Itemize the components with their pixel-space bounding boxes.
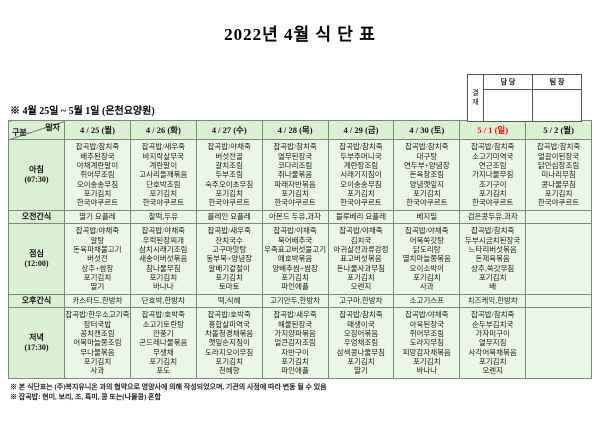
menu-cell: 잡곡밥/야채죽 알탕 돈육파채불고기 버섯전 상추+쌈장 포기김치 딸기 <box>64 223 131 295</box>
approval-signature-cell <box>532 89 582 122</box>
menu-cell: 블루베리 요플레 <box>327 210 395 224</box>
menu-cell: 잡곡밥/새우죽 해물된장국 가지양파볶음 얼큰감자조림 자반구이 포기김치 파인애플 <box>261 307 329 379</box>
corner-cell: 일자 구분 <box>8 120 65 140</box>
menu-cell: 잡곡밥/참치죽 열무된장국 코다리조림 취나물볶음 파래자반볶음 포기김치 한국야쿠르트 <box>261 139 329 211</box>
page-title: 2022년 4월 식 단 표 <box>224 25 376 44</box>
menu-row: 저녁 (17:30) 잡곡밥/한우소고기죽 장터국밥 꽁치캔조림 어묵마늘쫑조림 무나물볶음… <box>8 307 592 379</box>
date-header: 4 / 25 (월) <box>64 120 131 140</box>
menu-cell: 카스타드,한방차 <box>64 294 131 308</box>
date-header: 4 / 29 (금) <box>327 120 395 140</box>
approval-label: 결재 <box>467 74 484 122</box>
menu-cell: 잡곡밥/야채죽 아욱된장국 쥐어무조림 도라지무침 피망감자채볶음 포기김치 바나나 <box>393 307 461 379</box>
corner-date-label: 일자 <box>45 123 60 132</box>
menu-cell: 베지밀 <box>393 210 461 224</box>
menu-cell: 치즈케익,한방차 <box>459 294 527 308</box>
menu-cell: 잡곡밥/참치죽 대구탕 연두부+양념장 돈육장조림 양념깻잎지 포기김치 한국야쿠르트 <box>393 139 461 211</box>
approval-box: 결재 담 당 팀 장 <box>467 74 582 122</box>
menu-cell: 잡곡밥/참치죽 배추된장국 야채계란말이 쥐어무조림 오이송송무침 포기김치 한국야쿠르트 <box>64 139 131 211</box>
menu-cell: 잡곡밥/참치죽 소고기미역국 연근조림 가지나물무침 조기구이 포기김치 한국야쿠르트 <box>459 139 527 211</box>
row-label: 저녁 (17:30) <box>8 307 65 379</box>
menu-cell: 잡곡밥/참치죽 얼갈이된장국 닭안심장조림 미나리무침 콩나물무침 포기김치 한국야쿠르트 <box>525 139 592 211</box>
date-header: 4 / 28 (목) <box>261 120 329 140</box>
approval-col-damdang: 담 당 <box>483 74 533 90</box>
date-header: 4 / 26 (화) <box>129 120 197 140</box>
menu-cell: 잡곡밥/새우죽 잔치국수 고구마맛탕 동부묵+양념장 알배기겉절이 포기김치 토마토 <box>195 223 263 295</box>
footnote-line: ※ 본 식단표는 (주)복지유니온 과의 협약으로 영양사에 의해 작성되었으며… <box>10 383 327 391</box>
week-range-subtitle: ※ 4월 25일 ~ 5월 1일 (은천요양원) <box>10 106 155 117</box>
menu-cell: 잡곡밥/참치죽 순두부김치국 가자미구이 열무지짐 사각어묵채볶음 포기김치 오렌지 <box>459 307 527 379</box>
menu-cell: 잡곡밥/호박죽 홍합살미역국 차돌청경채볶음 깻잎순지짐이 도라지오이무침 포기김치 천혜향 <box>195 307 263 379</box>
menu-cell: 검은콩두유,과자 <box>459 210 527 224</box>
menu-cell: 잡곡밥/참치죽 두부주머니국 계란장조림 시래기지짐이 오이송송무침 포기김치 한국야쿠르트 <box>327 139 395 211</box>
menu-cell: 아몬드 두유,과자 <box>261 210 329 224</box>
menu-cell <box>525 210 592 224</box>
menu-cell <box>525 307 592 379</box>
menu-cell: 잡곡밥/야채죽 우럭된장찌개 삼치시래기조림 새송이버섯볶음 참나물무침 포기김치 바나나 <box>129 223 197 295</box>
menu-row: 오전간식 딸기 요플레 찰떡,두유 플레인 요플레 아몬드 두유,과자 블루베리 요플레 베… <box>8 210 592 224</box>
approval-col-timjang: 팀 장 <box>532 74 582 90</box>
date-header: 5 / 1 (일) <box>459 120 527 140</box>
date-header: 5 / 2 (월) <box>525 120 592 140</box>
menu-cell: 잡곡밥/야채죽 어묵쑥갓탕 닭도리탕 멸치마늘쫑볶음 오이소박이 포기김치 사과 <box>393 223 461 295</box>
menu-cell: 잡곡밥/호박죽 소고기토란탕 깐풍기 곤드레나물볶음 무생채 포기김치 포도 <box>129 307 197 379</box>
menu-cell: 플레인 요플레 <box>195 210 263 224</box>
table-header-row: 일자 구분 4 / 25 (월) 4 / 26 (화) 4 / 27 (수) 4 / … <box>8 120 592 140</box>
date-header: 4 / 27 (수) <box>195 120 263 140</box>
menu-row: 오후간식 카스타드,한방차 단호박,한방차 떡,식혜 고기만두,한방차 고구마,한방차 소고… <box>8 294 592 308</box>
menu-cell: 떡,식혜 <box>195 294 263 308</box>
menu-cell: 소고기스프 <box>393 294 461 308</box>
menu-cell: 잡곡밥/한우소고기죽 장터국밥 꽁치캔조림 어묵마늘쫑조림 무나물볶음 포기김치 사과 <box>64 307 131 379</box>
menu-row: 점심 (12:00) 잡곡밥/야채죽 알탕 돈육파채불고기 버섯전 상추+쌈장 포기김치 딸기 잡… <box>8 223 592 295</box>
menu-cell: 딸기 요플레 <box>64 210 131 224</box>
menu-cell <box>525 223 592 295</box>
menu-cell: 잡곡밥/야채죽 북어배추국 우족표고버섯불고기 애호박볶음 양배추쌈+쌈장 포기김치 파인애… <box>261 223 329 295</box>
approval-signature-cell <box>483 89 533 122</box>
menu-cell: 잡곡밥/야채죽 버섯전골 갈치조림 두부조림 숙주오이초무침 포기김치 한국야쿠르트 <box>195 139 263 211</box>
menu-cell: 잡곡밥/참치죽 매생이국 오징어볶음 우엉채조림 삼색콩나물무침 포기김치 딸기 <box>327 307 395 379</box>
footnotes: ※ 본 식단표는 (주)복지유니온 과의 협약으로 영양사에 의해 작성되었으며… <box>10 383 600 402</box>
row-label: 오후간식 <box>8 294 65 308</box>
date-header: 4 / 30 (토) <box>393 120 461 140</box>
menu-cell <box>525 294 592 308</box>
menu-cell: 고구마,한방차 <box>327 294 395 308</box>
menu-cell: 잡곡밥/야채죽 김치국 아귀살전과류강정 표고버섯볶음 돈나물사과무침 포기김치 오렌지 <box>327 223 395 295</box>
menu-cell: 고기만두,한방차 <box>261 294 329 308</box>
row-label: 오전간식 <box>8 210 65 224</box>
menu-cell: 단호박,한방차 <box>129 294 197 308</box>
menu-cell: 잡곡밥/새우죽 바지락살무국 계란말이 고사리들깨볶음 단호박조림 포기김치 한국야쿠르트 <box>129 139 197 211</box>
menu-table: 일자 구분 4 / 25 (월) 4 / 26 (화) 4 / 27 (수) 4 / … <box>8 120 592 379</box>
row-label: 점심 (12:00) <box>8 223 65 295</box>
corner-category-label: 구분 <box>12 128 27 137</box>
menu-cell: 잡곡밥/참치죽 두부시금치된장국 느타리버섯볶음 돈제육볶음 상추,쑥갓무침 포기김치 배 <box>459 223 527 295</box>
menu-row: 아침 (07:30) 잡곡밥/참치죽 배추된장국 야채계란말이 쥐어무조림 오이송송무침 포기… <box>8 139 592 211</box>
footnote-line: ※ 잡곡밥: 현미, 보리, 조, 흑미, 콩 또는(나물콩) 혼합 <box>10 392 161 401</box>
menu-cell: 찰떡,두유 <box>129 210 197 224</box>
row-label: 아침 (07:30) <box>8 139 65 211</box>
